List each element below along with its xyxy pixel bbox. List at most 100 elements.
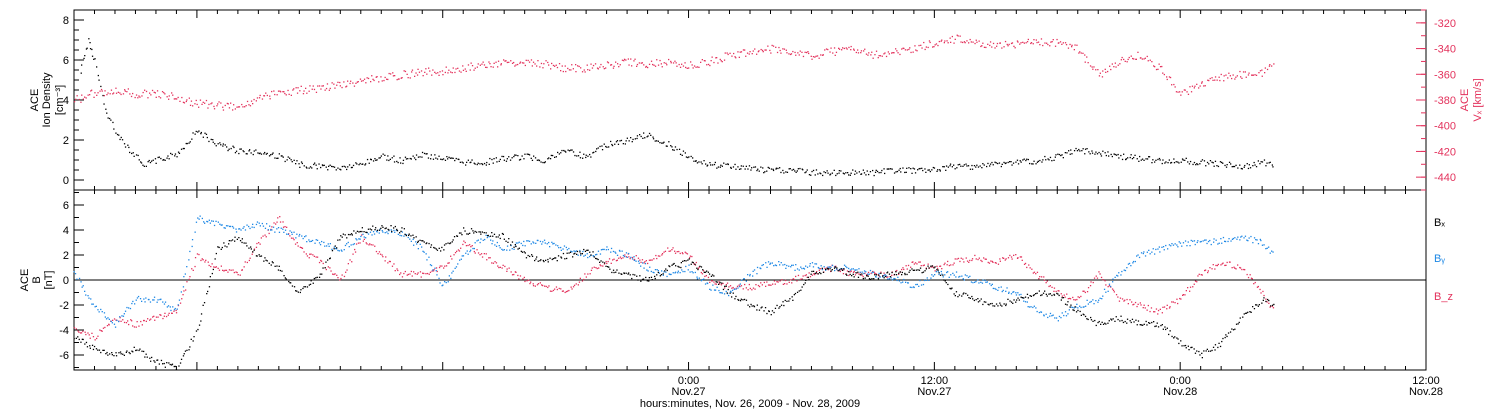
bz-point xyxy=(1061,295,1063,297)
vx-point xyxy=(1144,57,1146,59)
by-point xyxy=(413,244,415,246)
bz-point xyxy=(605,260,607,263)
vx-point xyxy=(249,105,252,107)
by-point xyxy=(118,320,120,323)
bz-point xyxy=(179,302,182,304)
bx-point xyxy=(438,247,440,249)
ion-density-point xyxy=(260,153,263,155)
bx-point xyxy=(479,231,482,233)
ion-density-point xyxy=(515,154,517,156)
ion-density-point xyxy=(421,151,424,154)
vx-point xyxy=(963,41,966,43)
vx-point xyxy=(336,84,338,86)
ion-density-point xyxy=(1016,159,1019,161)
bz-point xyxy=(145,320,147,322)
bx-point xyxy=(1042,292,1045,294)
ion-density-point xyxy=(305,166,307,168)
by-point xyxy=(311,239,314,242)
bx-point xyxy=(749,306,751,308)
bx-point xyxy=(604,262,606,264)
ion-density-point xyxy=(1249,167,1252,169)
bz-point xyxy=(316,256,319,258)
by-point xyxy=(893,277,895,280)
bx-point xyxy=(977,301,980,303)
by-point xyxy=(767,261,770,263)
bz-point xyxy=(705,275,707,277)
bz-point xyxy=(774,283,776,285)
vx-point xyxy=(947,42,949,44)
vx-point xyxy=(864,48,866,50)
vx-point xyxy=(367,77,370,80)
bz-point xyxy=(232,269,234,271)
bx-point xyxy=(1017,297,1019,299)
by-point xyxy=(869,269,872,272)
bx-point xyxy=(596,258,598,260)
vx-point xyxy=(580,67,582,69)
bz-point xyxy=(607,260,609,263)
bz-point xyxy=(433,269,435,271)
bx-point xyxy=(340,235,342,237)
bz-point xyxy=(790,279,792,281)
vx-point xyxy=(115,87,117,89)
bx-point xyxy=(151,356,153,359)
ion-density-point xyxy=(757,168,759,170)
by-point xyxy=(653,272,655,274)
bx-point xyxy=(774,307,777,309)
bz-point xyxy=(560,288,562,290)
bz-point xyxy=(1026,266,1028,269)
ion-density-point xyxy=(1111,155,1113,158)
by-point xyxy=(649,266,651,268)
ion-density-point xyxy=(168,158,170,160)
bx-point xyxy=(882,275,884,277)
vx-point xyxy=(954,38,956,40)
vx-point xyxy=(517,63,519,66)
by-point xyxy=(537,239,539,242)
vx-point xyxy=(610,64,613,66)
bx-point xyxy=(611,271,613,274)
by-point xyxy=(788,265,790,267)
by-point xyxy=(884,274,886,276)
vx-point xyxy=(1027,38,1029,41)
by-point xyxy=(191,239,194,241)
vx-point xyxy=(636,63,639,66)
vx-point xyxy=(166,96,168,98)
bz-point xyxy=(534,285,536,287)
bx-point xyxy=(1104,322,1106,324)
ion-density-point xyxy=(643,132,645,134)
by-point xyxy=(1028,306,1031,308)
vx-point xyxy=(381,80,383,82)
ion-density-point xyxy=(327,169,329,171)
bx-point xyxy=(682,260,684,262)
by-point xyxy=(955,276,957,278)
ion-density-point xyxy=(1271,164,1273,166)
ion-density-point xyxy=(963,164,965,166)
bz-point xyxy=(619,256,622,258)
by-point xyxy=(630,256,632,259)
ion-density-point xyxy=(1170,161,1173,164)
ion-density-point xyxy=(176,156,178,158)
vx-point xyxy=(151,89,154,92)
by-point xyxy=(1260,239,1262,242)
ion-density-point xyxy=(1039,159,1041,162)
ion-density-point xyxy=(989,163,992,165)
vx-point xyxy=(645,65,648,68)
by-point xyxy=(1018,294,1020,296)
vx-point xyxy=(297,87,299,89)
by-point xyxy=(984,279,986,282)
ion-density-point xyxy=(118,134,120,136)
by-point xyxy=(256,221,259,223)
bx-point xyxy=(734,298,736,300)
bx-point xyxy=(1131,318,1134,320)
vx-point xyxy=(738,56,740,58)
bz-point xyxy=(898,273,900,275)
vx-point xyxy=(855,51,857,54)
bx-point xyxy=(250,246,252,248)
bx-point xyxy=(819,271,821,274)
by-point xyxy=(920,284,923,286)
by-point xyxy=(1045,313,1047,315)
ion-density-point xyxy=(896,170,899,173)
bz-point xyxy=(228,269,231,271)
vx-point xyxy=(1211,77,1213,79)
vx-point xyxy=(253,98,255,101)
by-point xyxy=(1067,313,1069,315)
